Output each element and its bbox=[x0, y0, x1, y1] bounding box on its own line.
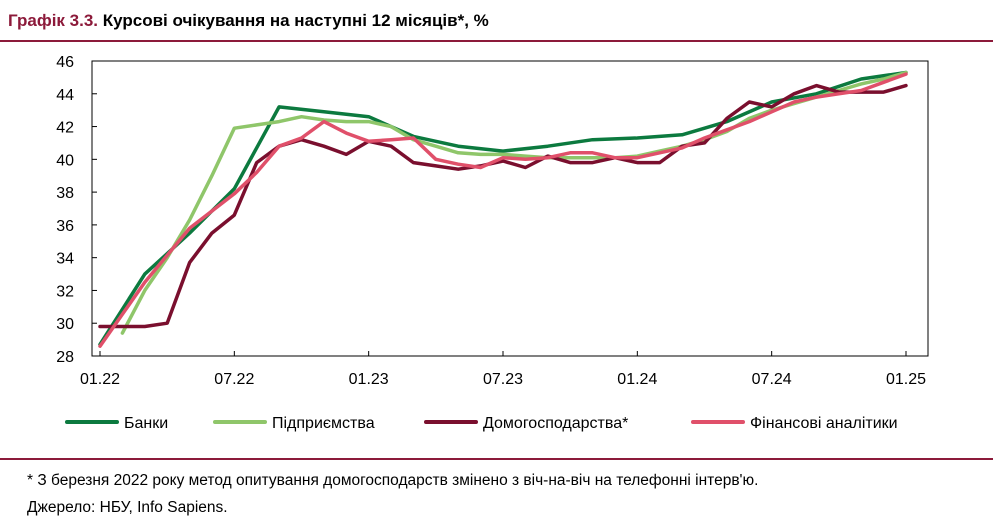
legend-item-4: Фінансові аналітики bbox=[691, 415, 898, 432]
x-tick-label: 01.25 bbox=[886, 371, 926, 388]
x-tick-label: 01.22 bbox=[80, 371, 120, 388]
legend-item-3: Домогосподарства* bbox=[424, 415, 628, 432]
chart-title-text: Курсові очікування на наступні 12 місяці… bbox=[102, 11, 489, 30]
title-divider bbox=[0, 40, 993, 42]
y-tick-label: 44 bbox=[56, 87, 74, 104]
y-tick-label: 46 bbox=[56, 54, 74, 71]
footnote: * З березня 2022 року метод опитування д… bbox=[27, 472, 759, 489]
y-tick-label: 38 bbox=[56, 185, 74, 202]
y-tick-label: 42 bbox=[56, 120, 74, 137]
x-tick-label: 07.24 bbox=[752, 371, 792, 388]
chart-number: Графік 3.3. bbox=[8, 11, 99, 30]
legend-label: Фінансові аналітики bbox=[750, 415, 898, 432]
x-tick-label: 01.24 bbox=[617, 371, 657, 388]
plot-area bbox=[91, 60, 929, 357]
legend-label: Домогосподарства* bbox=[483, 415, 628, 432]
legend-label: Підприємства bbox=[272, 415, 375, 432]
y-tick-label: 40 bbox=[56, 152, 74, 169]
x-tick-label: 01.23 bbox=[349, 371, 389, 388]
footer-divider bbox=[0, 458, 993, 460]
line-chart: 28 30 32 34 36 38 40 42 44 46 01.22 07.22 01.23 07.23… bbox=[56, 54, 929, 432]
chart-title: Графік 3.3. Курсові очікування на наступ… bbox=[8, 11, 489, 31]
series-line-3 bbox=[98, 83, 908, 329]
y-tick-label: 36 bbox=[56, 218, 74, 235]
legend-item-1: Банки bbox=[65, 415, 168, 432]
x-tick-label: 07.22 bbox=[214, 371, 254, 388]
y-tick-label: 30 bbox=[56, 316, 74, 333]
x-tick-label: 07.23 bbox=[483, 371, 523, 388]
y-tick-label: 32 bbox=[56, 283, 74, 300]
y-tick-label: 28 bbox=[56, 349, 74, 366]
legend-label: Банки bbox=[124, 415, 168, 432]
series-line-4 bbox=[98, 72, 908, 348]
series-line-1 bbox=[98, 70, 908, 347]
source-note: Джерело: НБУ, Info Sapiens. bbox=[27, 499, 228, 516]
y-tick-label: 34 bbox=[56, 251, 74, 268]
legend-item-2: Підприємства bbox=[213, 415, 375, 432]
